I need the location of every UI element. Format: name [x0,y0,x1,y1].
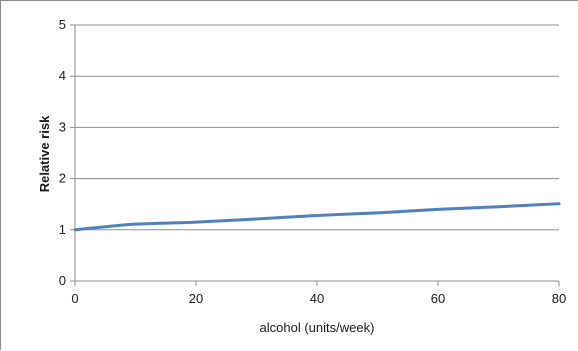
y-tick-label: 5 [59,17,66,32]
x-tick-label: 40 [310,291,324,306]
y-tick-label: 0 [59,273,66,288]
axes [70,24,560,286]
x-axis-title: alcohol (units/week) [260,320,375,335]
gridlines [75,24,559,231]
y-tick-label: 4 [59,68,66,83]
y-tick-label: 3 [59,119,66,134]
x-tick-labels: 0 20 40 60 80 [71,291,566,306]
y-tick-label: 1 [59,222,66,237]
y-axis-title: Relative risk [37,115,52,192]
x-tick-label: 60 [431,291,445,306]
x-tick-label: 80 [552,291,566,306]
x-tick-label: 0 [71,291,78,306]
x-tick-label: 20 [189,291,203,306]
series-line-0 [73,202,561,232]
y-tick-labels: 0 1 2 3 4 5 [59,17,66,288]
series-group [73,202,561,232]
y-tick-label: 2 [59,171,66,186]
